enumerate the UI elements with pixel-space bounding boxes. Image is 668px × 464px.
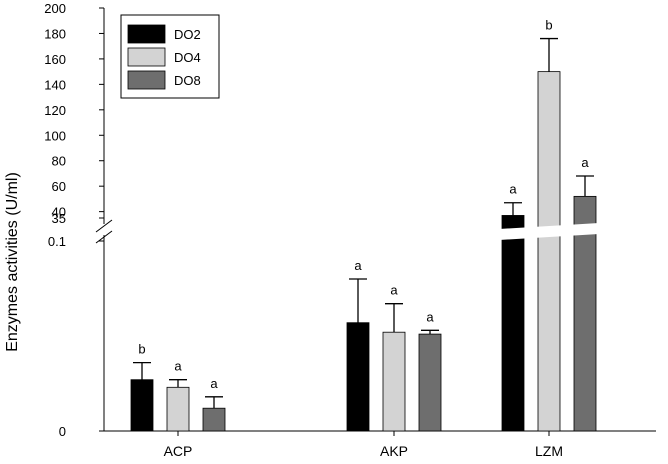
significance-letter: a [174,359,182,374]
y-tick-label: 160 [44,52,66,67]
significance-letter: a [509,182,517,197]
significance-letter: b [545,18,552,33]
legend-label-do8: DO8 [174,73,201,88]
y-tick-label: 0.1 [48,234,66,249]
x-tick-label: ACP [164,443,193,459]
significance-letter: a [426,309,434,324]
legend-label-do2: DO2 [174,27,201,42]
bar-do8-acp [202,407,226,432]
significance-letter: a [210,376,218,391]
bars: b a a a a b a a a [130,18,599,432]
legend-swatch-do4 [127,47,166,67]
significance-letter: b [138,342,145,357]
legend-label-do4: DO4 [174,50,201,65]
bar-break-gap [499,223,599,240]
bar-do4-acp [166,386,190,432]
legend-swatch-do8 [127,70,166,90]
y-tick-label: 60 [52,179,66,194]
bar-do2-lzm [501,215,525,432]
bar-do2-akp [346,322,370,432]
y-tick-label: 80 [52,154,66,169]
axis-break-mark [95,219,113,233]
significance-letter: a [581,155,589,170]
significance-letter: a [354,258,362,273]
y-tick-label: 0 [59,424,66,439]
legend: DO2 DO4 DO8 [120,14,220,99]
y-tick-label: 140 [44,77,66,92]
y-tick-label: 180 [44,26,66,41]
bar-do4-lzm [537,71,561,432]
y-tick-label: 40 [52,205,66,220]
bar-do4-akp [382,331,406,432]
y-tick-label: 100 [44,128,66,143]
x-tick-label: AKP [380,443,408,459]
bar-do8-akp [418,333,442,432]
axis-break-mark [95,230,113,244]
y-tick-label: 35 [52,211,66,226]
bar-do2-acp [130,379,154,432]
legend-swatch-do2 [127,24,166,44]
y-tick-label: 120 [44,103,66,118]
y-axis-title: Enzymes activities (U/ml) [4,172,21,352]
x-tick-label: LZM [535,443,563,459]
y-axis-label: Enzymes activities (U/ml) [4,172,21,352]
y-tick-label: 200 [44,1,66,16]
significance-letter: a [390,283,398,298]
